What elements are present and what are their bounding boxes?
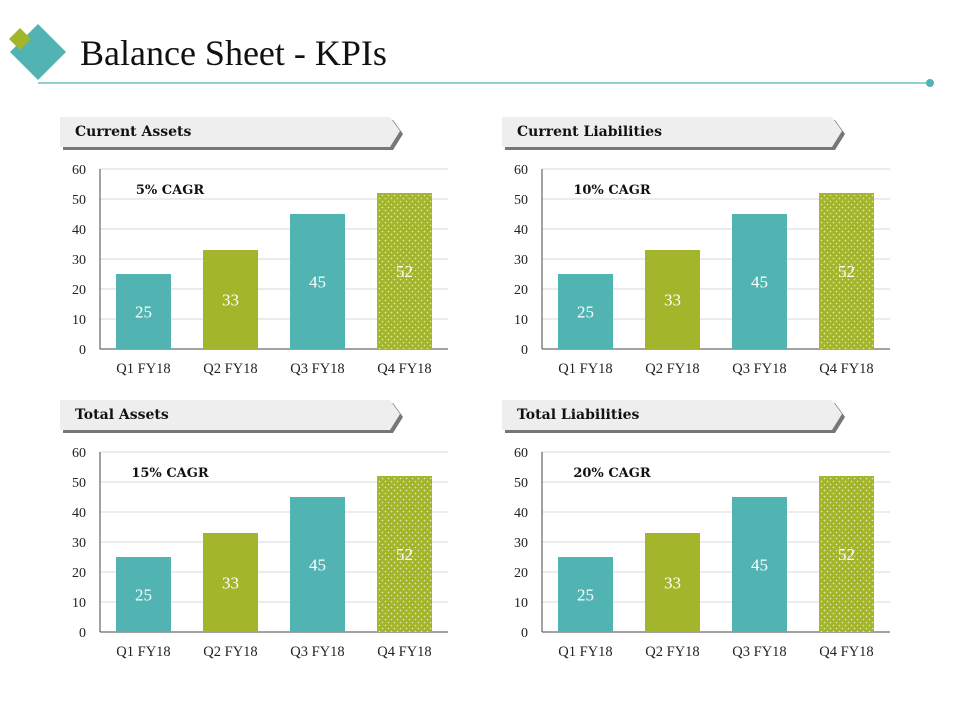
panel-label-tab — [502, 400, 845, 433]
bar — [732, 497, 787, 632]
cagr-annotation: 5% CAGR — [136, 183, 204, 198]
x-tick-label: Q3 FY18 — [732, 644, 786, 660]
bar — [558, 274, 613, 349]
y-tick-label: 0 — [79, 343, 86, 358]
data-label: 52 — [396, 262, 413, 281]
bar-chart: 0 10 20 30 40 50 60 25 Q1 FY18 33 Q2 FY18 45 Q3 FY18… — [514, 446, 890, 660]
x-tick-label: Q4 FY18 — [819, 361, 873, 377]
chart-title: Current Assets — [75, 124, 192, 140]
bar — [290, 497, 345, 632]
bar — [203, 250, 258, 349]
bar — [645, 250, 700, 349]
x-tick-label: Q4 FY18 — [377, 644, 431, 660]
x-tick-label: Q4 FY18 — [377, 361, 431, 377]
y-tick-label: 60 — [72, 446, 86, 461]
y-tick-label: 60 — [514, 446, 528, 461]
y-tick-label: 10 — [514, 596, 528, 611]
bar-chart: 0 10 20 30 40 50 60 25 Q1 FY18 33 Q2 FY18 45 Q3 FY18… — [72, 446, 448, 660]
y-tick-label: 0 — [79, 626, 86, 641]
bar — [116, 274, 171, 349]
x-tick-label: Q3 FY18 — [290, 361, 344, 377]
y-tick-label: 10 — [514, 313, 528, 328]
data-label: 25 — [135, 303, 152, 322]
x-tick-label: Q2 FY18 — [645, 361, 699, 377]
y-tick-label: 20 — [514, 283, 528, 298]
cagr-annotation: 10% CAGR — [573, 183, 651, 198]
data-label: 45 — [751, 556, 768, 575]
cagr-annotation: 15% CAGR — [131, 466, 209, 481]
data-label: 33 — [664, 574, 681, 593]
chart-panel-total-liabilities: Total Liabilities 0 10 20 30 40 50 60 25 Q1 FY18… — [502, 398, 902, 688]
y-tick-label: 50 — [72, 193, 86, 208]
y-tick-label: 20 — [72, 283, 86, 298]
data-label: 52 — [838, 545, 855, 564]
chart-title: Total Assets — [75, 407, 169, 423]
y-tick-label: 50 — [514, 193, 528, 208]
y-tick-label: 10 — [72, 596, 86, 611]
bar — [558, 557, 613, 632]
x-tick-label: Q3 FY18 — [290, 644, 344, 660]
data-label: 33 — [222, 574, 239, 593]
data-label: 25 — [577, 303, 594, 322]
x-tick-label: Q1 FY18 — [116, 644, 170, 660]
data-label: 45 — [751, 273, 768, 292]
data-label: 45 — [309, 273, 326, 292]
panel-label-tab — [502, 117, 845, 150]
data-label: 52 — [838, 262, 855, 281]
y-tick-label: 60 — [72, 163, 86, 178]
bar — [290, 214, 345, 349]
y-tick-label: 20 — [514, 566, 528, 581]
title-underline — [38, 79, 934, 87]
y-tick-label: 30 — [72, 253, 86, 268]
bar — [203, 533, 258, 632]
x-tick-label: Q3 FY18 — [732, 361, 786, 377]
y-tick-label: 50 — [72, 476, 86, 491]
bar — [377, 476, 432, 632]
panel-label-tab — [60, 400, 403, 433]
data-label: 52 — [396, 545, 413, 564]
chart-panel-current-assets: Current Assets 0 10 20 30 40 50 60 25 Q1 FY18 33 Q… — [60, 115, 460, 405]
y-tick-label: 30 — [514, 536, 528, 551]
x-tick-label: Q2 FY18 — [203, 361, 257, 377]
chart-title: Total Liabilities — [517, 407, 640, 423]
bar — [732, 214, 787, 349]
bar-chart: 0 10 20 30 40 50 60 25 Q1 FY18 33 Q2 FY18 45 Q3 FY18… — [514, 163, 890, 377]
x-tick-label: Q2 FY18 — [203, 644, 257, 660]
y-tick-label: 40 — [72, 223, 86, 238]
bar — [645, 533, 700, 632]
y-tick-label: 40 — [514, 506, 528, 521]
chart-panel-current-liabilities: Current Liabilities 0 10 20 30 40 50 60 25 Q1 FY… — [502, 115, 902, 405]
y-tick-label: 20 — [72, 566, 86, 581]
data-label: 33 — [222, 291, 239, 310]
y-tick-label: 60 — [514, 163, 528, 178]
data-label: 45 — [309, 556, 326, 575]
bar — [819, 476, 874, 632]
y-tick-label: 10 — [72, 313, 86, 328]
data-label: 25 — [577, 586, 594, 605]
x-tick-label: Q2 FY18 — [645, 644, 699, 660]
diamond-logo-icon — [9, 24, 66, 80]
x-tick-label: Q1 FY18 — [116, 361, 170, 377]
bar — [116, 557, 171, 632]
y-tick-label: 40 — [514, 223, 528, 238]
panel-label-tab — [60, 117, 403, 150]
y-tick-label: 0 — [521, 626, 528, 641]
x-tick-label: Q1 FY18 — [558, 361, 612, 377]
y-tick-label: 30 — [72, 536, 86, 551]
cagr-annotation: 20% CAGR — [573, 466, 651, 481]
bar — [819, 193, 874, 349]
y-tick-label: 0 — [521, 343, 528, 358]
y-tick-label: 30 — [514, 253, 528, 268]
chart-title: Current Liabilities — [517, 124, 663, 140]
x-tick-label: Q4 FY18 — [819, 644, 873, 660]
y-tick-label: 50 — [514, 476, 528, 491]
bar — [377, 193, 432, 349]
bar-chart: 0 10 20 30 40 50 60 25 Q1 FY18 33 Q2 FY18 45 Q3 FY18… — [72, 163, 448, 377]
y-tick-label: 40 — [72, 506, 86, 521]
chart-panel-total-assets: Total Assets 0 10 20 30 40 50 60 25 Q1 FY18 33 Q2 … — [60, 398, 460, 688]
x-tick-label: Q1 FY18 — [558, 644, 612, 660]
page-title: Balance Sheet - KPIs — [80, 33, 387, 73]
data-label: 25 — [135, 586, 152, 605]
data-label: 33 — [664, 291, 681, 310]
